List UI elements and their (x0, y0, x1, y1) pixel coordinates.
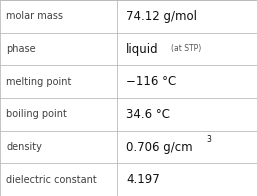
Text: (at STP): (at STP) (171, 44, 201, 54)
Text: boiling point: boiling point (6, 109, 67, 119)
Text: density: density (6, 142, 42, 152)
Text: melting point: melting point (6, 77, 72, 87)
Text: 4.197: 4.197 (126, 173, 160, 186)
Text: −116 °C: −116 °C (126, 75, 176, 88)
Text: dielectric constant: dielectric constant (6, 175, 97, 185)
Text: 74.12 g/mol: 74.12 g/mol (126, 10, 197, 23)
Text: 0.706 g/cm: 0.706 g/cm (126, 141, 192, 153)
Text: phase: phase (6, 44, 36, 54)
Text: 3: 3 (207, 135, 212, 144)
Text: molar mass: molar mass (6, 11, 63, 21)
Text: 34.6 °C: 34.6 °C (126, 108, 170, 121)
Text: liquid: liquid (126, 43, 159, 55)
